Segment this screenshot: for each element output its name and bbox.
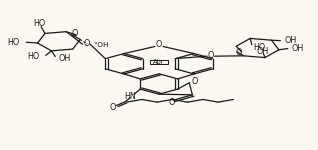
Text: OH: OH <box>284 36 296 45</box>
Text: OH: OH <box>256 47 269 56</box>
Text: Abr: Abr <box>153 59 165 65</box>
Text: O: O <box>72 29 78 38</box>
Text: HO: HO <box>7 38 19 47</box>
Text: HO: HO <box>27 52 39 61</box>
Text: ''OH: ''OH <box>93 42 109 48</box>
Text: HN: HN <box>124 92 136 101</box>
Text: O: O <box>169 98 175 107</box>
Text: O: O <box>208 51 214 60</box>
Text: O: O <box>191 77 197 86</box>
Text: O: O <box>235 48 242 57</box>
Text: HO: HO <box>253 43 266 52</box>
Text: O: O <box>83 39 90 48</box>
Text: OH: OH <box>292 44 304 53</box>
Text: OH: OH <box>59 54 71 63</box>
Text: O: O <box>156 40 162 49</box>
Text: HO: HO <box>34 20 46 28</box>
Text: O: O <box>110 103 116 112</box>
FancyBboxPatch shape <box>150 60 168 64</box>
